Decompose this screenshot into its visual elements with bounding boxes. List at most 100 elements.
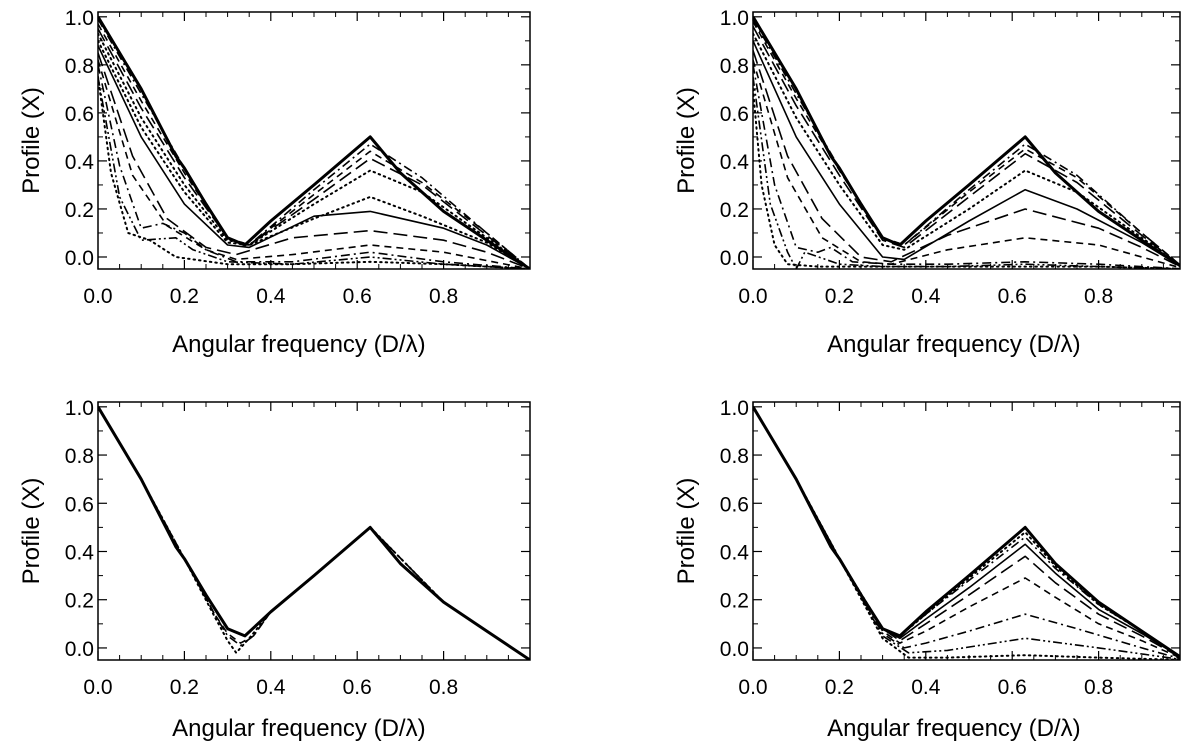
series-line-4 (753, 26, 1180, 267)
y-tick-label: 0.2 (65, 590, 94, 613)
series-line-8 (753, 59, 1180, 269)
plot-frame (752, 11, 1181, 270)
series-line-3 (753, 406, 1180, 658)
x-tick-label: 0.0 (738, 285, 767, 308)
series-line-9 (753, 64, 1180, 269)
series-line-6 (753, 40, 1180, 267)
plot-frame (97, 11, 531, 270)
series-line-1 (98, 406, 530, 660)
x-tick-label: 0.8 (1084, 676, 1113, 699)
y-axis-label: Profile (X) (18, 87, 45, 194)
x-tick-label: 0.2 (825, 285, 854, 308)
x-tick-label: 0.4 (911, 676, 941, 699)
series-line-6 (753, 406, 1180, 659)
series-line-10 (98, 64, 530, 269)
x-tick-label: 0.2 (170, 285, 199, 308)
series-line-7 (753, 50, 1180, 268)
x-axis-label: Angular frequency (D/λ) (827, 715, 1080, 742)
x-tick-label: 0.0 (83, 676, 112, 699)
series-line-2 (98, 18, 530, 269)
series-line-4 (98, 28, 530, 269)
series-line-3 (753, 21, 1180, 266)
x-tick-label: 0.8 (429, 285, 458, 308)
y-tick-label: 0.2 (720, 199, 749, 222)
plot-frame (752, 401, 1181, 661)
series-group (98, 405, 530, 660)
series-line-11 (753, 87, 1180, 269)
x-tick-label: 0.2 (170, 676, 199, 699)
series-line-6 (98, 39, 530, 269)
x-tick-label: 0.4 (911, 285, 941, 308)
y-tick-label: 0.8 (65, 55, 94, 78)
series-line-8 (753, 406, 1180, 660)
x-tick-label: 0.6 (343, 285, 372, 308)
series-line-1 (753, 16, 1180, 268)
series-line-1 (98, 16, 530, 269)
x-tick-label: 0.6 (998, 676, 1027, 699)
x-tick-label: 0.4 (256, 676, 286, 699)
series-line-3 (98, 23, 530, 269)
y-tick-label: 0.4 (65, 541, 95, 564)
y-tick-label: 1.0 (720, 7, 749, 30)
x-axis-label: Angular frequency (D/λ) (172, 715, 425, 742)
y-tick-label: 0.0 (65, 247, 94, 270)
series-line-11 (98, 76, 530, 269)
y-tick-label: 0.8 (720, 445, 749, 468)
series-group (753, 405, 1180, 660)
x-tick-label: 0.4 (256, 285, 286, 308)
x-axis-label: Angular frequency (D/λ) (827, 331, 1080, 358)
series-group (753, 16, 1180, 269)
chart-panel-3: 0.0 0.2 0.4 0.6 0.8 0.0 0.2 0.4 0.6 0.8 1.0 Angular… (18, 397, 531, 742)
y-tick-label: 0.8 (720, 55, 749, 78)
series-line-7 (98, 45, 530, 269)
y-axis-label: Profile (X) (18, 478, 45, 585)
series-line-3 (98, 405, 530, 660)
x-tick-label: 0.2 (825, 676, 854, 699)
x-tick-label: 0.8 (1084, 285, 1113, 308)
series-line-4 (98, 406, 530, 660)
y-tick-label: 0.0 (65, 638, 94, 661)
series-line-4 (753, 406, 1180, 658)
chart-panel-1: 0.0 0.2 0.4 0.6 0.8 0.0 0.2 0.4 0.6 0.8 1.0 Angular… (18, 7, 531, 358)
y-tick-label: 1.0 (65, 397, 94, 420)
series-line-1 (753, 406, 1180, 659)
chart-panel-2: 0.0 0.2 0.4 0.6 0.8 0.0 0.2 0.4 0.6 0.8 1.0 Angular… (673, 7, 1181, 358)
y-tick-label: 0.0 (720, 638, 749, 661)
y-tick-label: 0.4 (65, 151, 95, 174)
series-line-9 (753, 405, 1180, 660)
series-line-5 (98, 32, 530, 269)
y-tick-label: 0.6 (65, 103, 94, 126)
y-tick-label: 0.4 (720, 541, 750, 564)
y-tick-label: 0.2 (720, 590, 749, 613)
plot-frame (97, 401, 531, 661)
series-line-10 (753, 76, 1180, 269)
series-line-9 (98, 59, 530, 269)
y-axis-label: Profile (X) (673, 478, 700, 585)
x-tick-label: 0.6 (343, 676, 372, 699)
x-tick-label: 0.0 (83, 285, 112, 308)
y-tick-label: 1.0 (720, 397, 749, 420)
x-tick-label: 0.8 (429, 676, 458, 699)
chart-panel-4: 0.0 0.2 0.4 0.6 0.8 0.0 0.2 0.4 0.6 0.8 1.0 Angular… (673, 397, 1181, 742)
y-tick-label: 0.4 (720, 151, 750, 174)
x-tick-label: 0.0 (738, 676, 767, 699)
x-axis-label: Angular frequency (D/λ) (172, 331, 425, 358)
series-group (98, 16, 530, 269)
y-tick-label: 0.8 (65, 445, 94, 468)
y-axis-label: Profile (X) (673, 87, 700, 194)
x-tick-label: 0.6 (998, 285, 1027, 308)
series-line-2 (98, 406, 530, 660)
y-tick-label: 0.6 (720, 493, 749, 516)
series-line-5 (753, 32, 1180, 267)
series-line-8 (98, 52, 530, 269)
series-line-12 (98, 75, 530, 269)
y-tick-label: 0.2 (65, 199, 94, 222)
y-tick-label: 0.6 (720, 103, 749, 126)
y-tick-label: 0.0 (720, 247, 749, 270)
series-line-5 (753, 406, 1180, 659)
y-tick-label: 1.0 (65, 7, 94, 30)
series-line-2 (753, 405, 1180, 658)
series-line-2 (753, 18, 1180, 266)
y-tick-label: 0.6 (65, 493, 94, 516)
